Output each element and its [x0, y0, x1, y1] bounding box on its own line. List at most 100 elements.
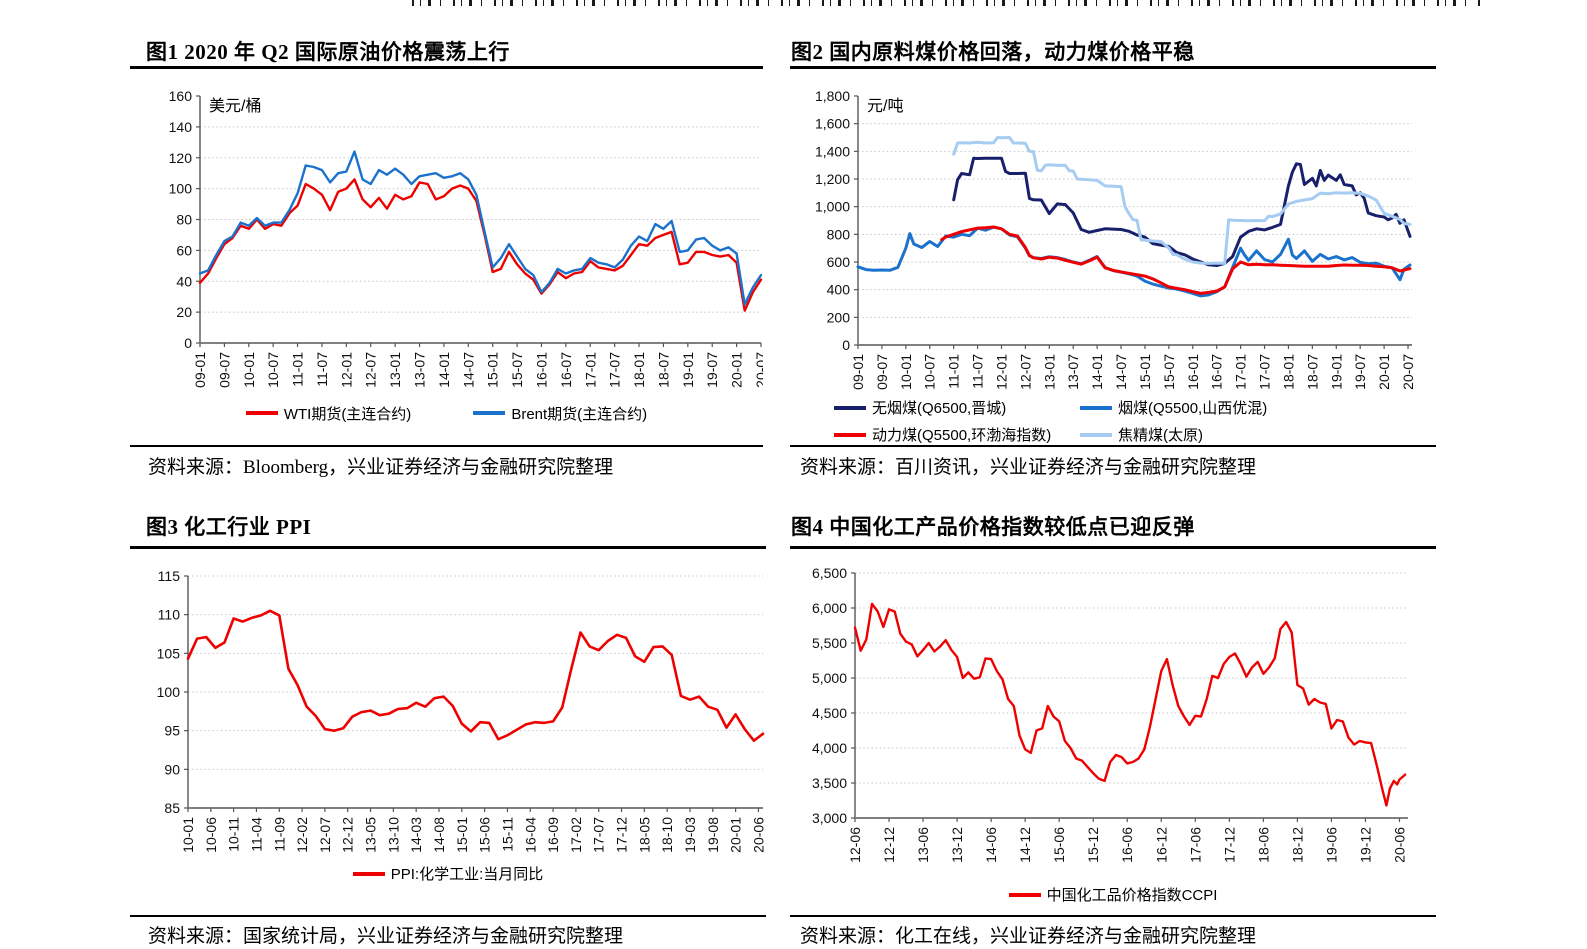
x-tick-label: 15-01 — [454, 817, 470, 853]
x-tick-label: 14-01 — [1089, 354, 1105, 390]
legend-item-c2-2: 动力煤(Q5500,环渤海指数) — [834, 424, 1080, 445]
series-line-3 — [952, 136, 1412, 265]
x-tick-label: 12-06 — [847, 827, 863, 863]
x-tick-label: 13-07 — [1065, 354, 1081, 390]
y-tick-label: 400 — [827, 282, 851, 298]
x-tick-label: 17-02 — [568, 817, 584, 853]
source-divider — [130, 915, 766, 917]
y-tick-label: 1,000 — [815, 199, 850, 215]
x-tick-label: 15-12 — [1085, 827, 1101, 863]
x-tick-label: 16-07 — [1209, 354, 1225, 390]
y-tick-label: 20 — [176, 304, 192, 320]
legend-item-c4-0: 中国化工品价格指数CCPI — [1008, 884, 1218, 905]
y-tick-label: 6,000 — [812, 600, 847, 616]
x-tick-label: 15-11 — [499, 817, 515, 852]
legend-item-c1-1: Brent期货(主连合约) — [473, 403, 647, 424]
y-tick-label: 40 — [176, 273, 192, 289]
legend-label: Brent期货(主连合约) — [511, 405, 648, 423]
figure3-title: 图3 化工行业 PPI — [146, 515, 312, 539]
figure1-source: 资料来源：Bloomberg，兴业证券经济与金融研究院整理 — [148, 457, 614, 478]
y-tick-label: 60 — [176, 242, 192, 258]
x-tick-label: 14-06 — [983, 827, 999, 863]
ccpi-chart: 3,000 3,500 4,000 4,500 5,000 5,500 6,000 6,500… — [790, 558, 1436, 866]
crude-oil-legend: WTI期货(主连合约) Brent期货(主连合约) — [130, 401, 763, 425]
legend-swatch — [1008, 892, 1041, 897]
y-tick-label: 140 — [169, 119, 193, 135]
x-tick-label: 19-07 — [704, 352, 720, 388]
x-tick-label: 16-12 — [1153, 827, 1169, 863]
legend-swatch — [1080, 405, 1112, 410]
x-tick-label: 18-01 — [631, 352, 647, 388]
clipped-text-remnant — [412, 0, 1484, 6]
series-line-0 — [952, 156, 1412, 267]
x-tick-label: 16-09 — [545, 817, 561, 853]
x-tick-label: 18-01 — [1280, 354, 1296, 390]
x-tick-label: 12-01 — [338, 352, 354, 388]
x-tick-label: 12-07 — [363, 352, 379, 388]
y-tick-label: 110 — [158, 607, 181, 623]
x-tick-label: 14-07 — [1113, 354, 1129, 390]
y-tick-label: 1,200 — [815, 171, 850, 187]
x-tick-label: 18-05 — [636, 817, 652, 853]
legend-label: 中国化工品价格指数CCPI — [1046, 887, 1218, 904]
x-tick-label: 12-07 — [1017, 354, 1033, 390]
x-tick-label: 11-09 — [271, 817, 287, 852]
y-tick-label: 0 — [842, 337, 850, 353]
y-tick-label: 95 — [164, 723, 180, 739]
x-tick-label: 17-07 — [607, 352, 623, 388]
y-tick-label: 80 — [176, 212, 192, 228]
x-tick-label: 13-07 — [412, 352, 428, 388]
x-tick-label: 13-05 — [363, 817, 379, 853]
legend-label: 烟煤(Q5500,山西优混) — [1118, 400, 1268, 417]
y-tick-label: 1,600 — [815, 116, 850, 132]
legend-item-c3-0: PPI:化学工业:当月同比 — [352, 863, 543, 884]
ccpi-legend: 中国化工品价格指数CCPI — [790, 884, 1436, 905]
x-tick-label: 13-12 — [949, 827, 965, 863]
source-divider — [130, 445, 763, 447]
coal-price-legend: 无烟煤(Q6500,晋城) 烟煤(Q5500,山西优混) 动力煤(Q5500,环渤海… — [790, 397, 1480, 445]
x-tick-label: 11-07 — [314, 352, 330, 387]
x-tick-label: 10-01 — [180, 817, 196, 853]
y-tick-label: 90 — [164, 761, 180, 777]
x-tick-label: 13-06 — [915, 827, 931, 863]
x-tick-label: 17-07 — [1257, 354, 1273, 390]
x-tick-label: 15-01 — [1137, 354, 1153, 390]
series-line-0 — [853, 602, 1407, 807]
x-tick-label: 17-07 — [591, 817, 607, 853]
x-tick-label: 19-01 — [1328, 354, 1344, 390]
y-tick-label: 0 — [184, 335, 192, 351]
x-tick-label: 16-07 — [558, 352, 574, 388]
y-tick-label: 3,500 — [812, 775, 847, 791]
c4-svg: 3,000 3,500 4,000 4,500 5,000 5,500 6,000 6,500… — [812, 565, 1408, 863]
x-tick-label: 10-07 — [922, 354, 938, 390]
legend-swatch — [834, 432, 866, 437]
y-tick-label: 85 — [164, 800, 180, 816]
c3-svg: 85 90 95 100 105 110 115 10-01 10-06 10-11 11-04 11… — [157, 568, 767, 853]
figure4-title: 图4 中国化工产品价格指数较低点已迎反弹 — [791, 515, 1195, 539]
crude-oil-price-chart: 0 20 40 60 80 100 120 140 160 09-01 09-07 10-01 10-0… — [130, 80, 769, 400]
y-tick-label: 800 — [827, 226, 851, 242]
x-tick-label: 10-01 — [898, 354, 914, 390]
x-tick-label: 18-12 — [1289, 827, 1305, 863]
y-tick-label: 160 — [169, 88, 193, 104]
x-tick-label: 16-06 — [1119, 827, 1135, 863]
x-tick-label: 20-01 — [728, 817, 744, 853]
x-tick-label: 18-10 — [659, 817, 675, 853]
series-line-1 — [198, 150, 763, 306]
figure4-source: 资料来源：化工在线，兴业证券经济与金融研究院整理 — [800, 926, 1257, 947]
title-underline — [130, 546, 766, 549]
x-tick-label: 11-01 — [290, 352, 306, 387]
legend-swatch — [473, 411, 506, 415]
x-tick-label: 14-01 — [436, 352, 452, 388]
x-tick-label: 12-12 — [881, 827, 897, 863]
legend-swatch — [1080, 432, 1112, 437]
figure2-title: 图2 国内原料煤价格回落，动力煤价格平稳 — [791, 40, 1195, 64]
x-tick-label: 14-12 — [1017, 827, 1033, 863]
figure1-title: 图1 2020 年 Q2 国际原油价格震荡上行 — [146, 40, 510, 64]
x-tick-label: 17-12 — [614, 817, 630, 853]
x-tick-label: 18-07 — [655, 352, 671, 388]
x-tick-label: 14-07 — [460, 352, 476, 388]
x-tick-label: 14-03 — [408, 817, 424, 853]
y-tick-label: 600 — [827, 254, 851, 270]
